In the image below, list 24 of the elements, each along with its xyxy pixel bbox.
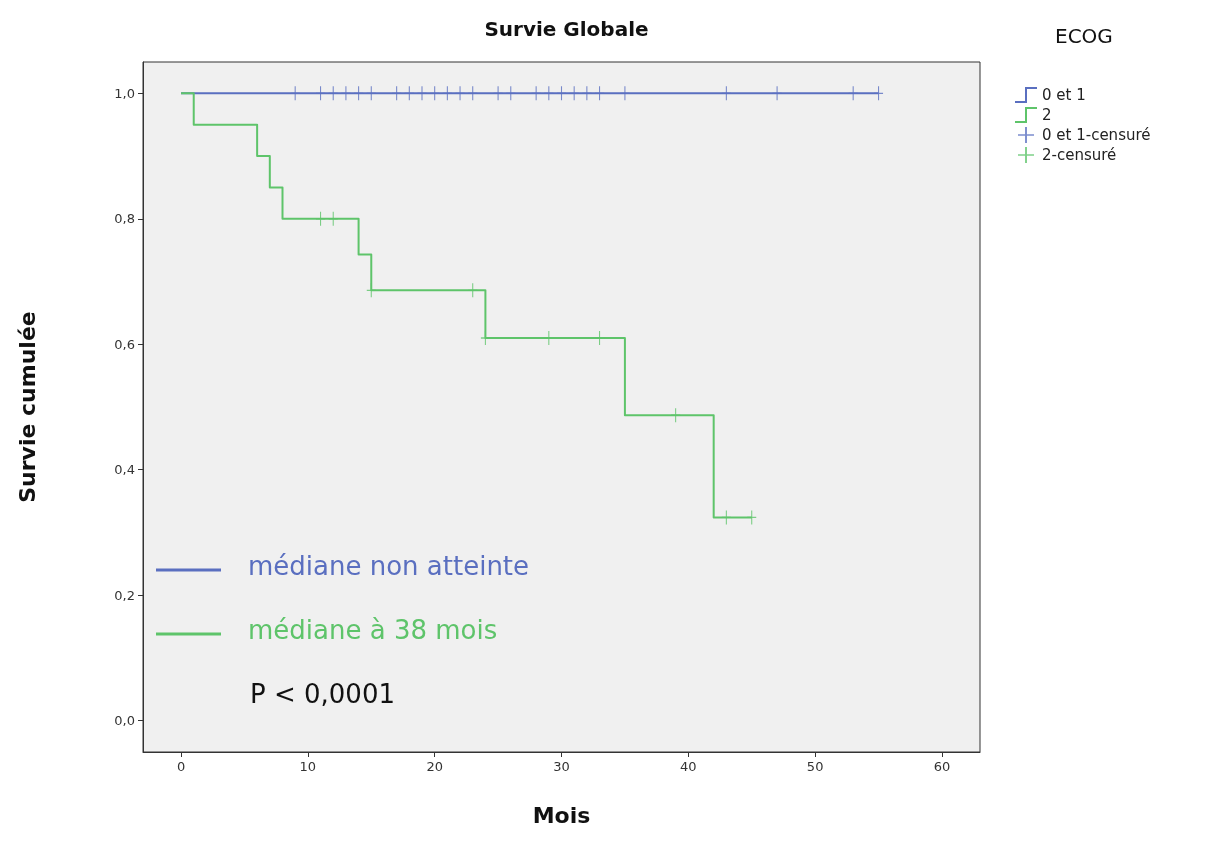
x-tick-label: 0 xyxy=(176,759,186,774)
x-tick-label: 20 xyxy=(426,759,443,774)
legend-label: 0 et 1-censuré xyxy=(1042,126,1151,144)
x-tick-label: 40 xyxy=(680,759,697,774)
legend-label: 2 xyxy=(1042,106,1052,124)
y-tick-label: 1,0 xyxy=(114,85,135,101)
chart-title: Survie Globale xyxy=(484,17,649,41)
annotation: médiane à 38 mois xyxy=(248,615,498,645)
legend-title: ECOG xyxy=(1055,24,1113,48)
y-axis-title: Survie cumulée xyxy=(14,311,40,503)
legend-label: 2-censuré xyxy=(1042,146,1117,164)
x-tick-label: 10 xyxy=(299,759,317,774)
y-tick-label: 0,4 xyxy=(114,462,135,478)
x-tick-label: 30 xyxy=(553,759,570,774)
x-axis-title: Mois xyxy=(532,802,591,828)
annotation: P < 0,0001 xyxy=(250,679,395,709)
y-tick-label: 0,0 xyxy=(114,713,135,729)
legend-label: 0 et 1 xyxy=(1042,86,1086,104)
y-tick-label: 0,6 xyxy=(114,336,135,352)
x-tick-label: 50 xyxy=(806,759,824,774)
y-tick-label: 0,2 xyxy=(114,587,135,603)
x-tick-label: 60 xyxy=(933,759,951,774)
y-tick-label: 0,8 xyxy=(114,211,135,227)
annotation: médiane non atteinte xyxy=(248,551,530,581)
